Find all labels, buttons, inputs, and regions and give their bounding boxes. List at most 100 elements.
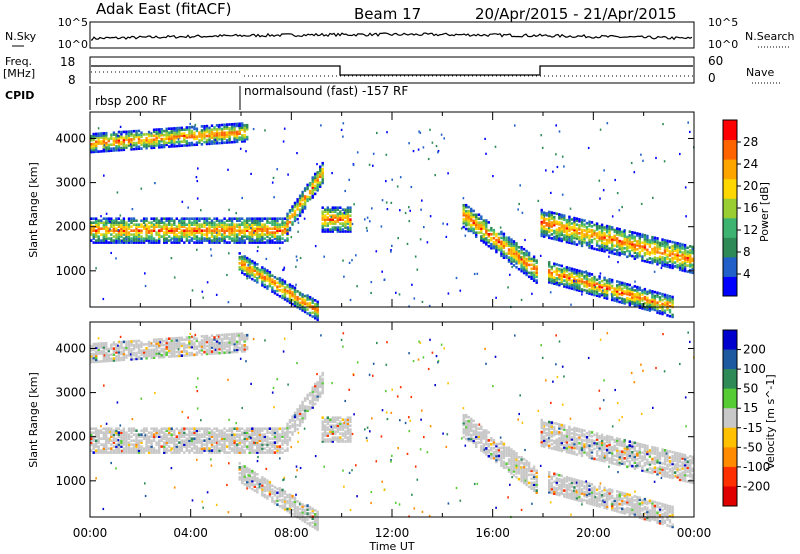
velocity-cell: [253, 443, 256, 446]
velocity-cell: [213, 346, 216, 349]
power-cell: [261, 239, 264, 242]
power-cell: [319, 181, 322, 184]
power-cell: [223, 237, 226, 240]
power-cell: [593, 247, 596, 251]
power-cell: [236, 235, 239, 238]
power-cell: [281, 229, 284, 232]
velocity-cell: [288, 426, 292, 430]
power-cell: [276, 239, 279, 242]
velocity-cell: [213, 427, 216, 430]
power-cell: [208, 237, 211, 240]
power-cell: [208, 223, 211, 226]
power-cell: [127, 144, 131, 147]
velocity-cell: [213, 342, 216, 345]
power-cell: [283, 127, 286, 130]
velocity-cell: [213, 348, 216, 351]
velocity-cell: [223, 439, 226, 442]
power-cell: [256, 229, 259, 232]
power-cell: [472, 213, 475, 217]
power-cell: [159, 131, 161, 134]
beam-label: Beam 17: [354, 5, 421, 23]
power-cell: [585, 275, 589, 279]
power-cell: [686, 254, 689, 257]
velocity-cell: [190, 341, 194, 345]
power-cell: [605, 226, 609, 230]
power-cell: [671, 299, 674, 303]
power-cell: [268, 231, 272, 234]
velocity-cell: [198, 429, 201, 432]
power-cell: [163, 133, 166, 137]
power-cell: [233, 130, 236, 134]
power-cell: [623, 235, 626, 238]
power-cell: [505, 240, 508, 244]
power-cell: [223, 235, 226, 238]
velocity-cell: [198, 433, 201, 436]
power-cell: [575, 286, 579, 290]
power-cell: [238, 229, 241, 232]
power-cell: [132, 141, 136, 145]
power-cell: [563, 283, 566, 286]
power-cell: [603, 296, 606, 300]
power-cell: [246, 125, 249, 129]
power-cell: [414, 255, 417, 258]
power-cell: [160, 128, 163, 131]
power-cell: [293, 298, 297, 301]
velocity-cell: [230, 333, 234, 336]
power-cell: [90, 229, 93, 232]
power-cell: [203, 125, 206, 128]
velocity-cell: [173, 451, 176, 454]
power-cell: [585, 289, 589, 293]
power-cell: [336, 226, 339, 229]
power-cell: [621, 250, 624, 253]
power-cell: [150, 233, 153, 236]
velocity-cell: [115, 447, 118, 450]
power-cell: [230, 221, 234, 224]
power-cell: [92, 132, 95, 136]
velocity-cell: [127, 437, 131, 440]
power-cell: [623, 252, 626, 256]
power-cell: [575, 243, 579, 246]
velocity-cell: [160, 353, 163, 357]
power-cell: [173, 137, 176, 140]
velocity-cell: [306, 409, 309, 413]
power-cell: [563, 230, 566, 233]
velocity-cell: [198, 451, 201, 454]
power-cell: [621, 293, 624, 297]
velocity-cell: [263, 427, 266, 430]
power-cell: [90, 138, 93, 142]
power-cell: [90, 231, 93, 234]
power-cell: [421, 199, 423, 202]
power-cell: [548, 269, 551, 272]
power-cell: [230, 123, 234, 126]
power-cell: [681, 253, 684, 256]
velocity-cell: [213, 441, 216, 444]
power-cell: [293, 300, 297, 303]
power-cell: [472, 209, 475, 213]
power-cell: [311, 190, 314, 193]
velocity-cell: [321, 391, 324, 395]
power-cell: [321, 216, 324, 219]
power-cell: [492, 242, 496, 246]
power-cell: [605, 285, 609, 288]
velocity-cell: [140, 349, 143, 352]
power-cell: [628, 291, 631, 295]
power-cell: [180, 223, 183, 226]
power-cell: [386, 131, 388, 134]
power-cell: [200, 239, 204, 242]
velocity-cell: [278, 439, 282, 442]
power-cell: [595, 288, 599, 291]
velocity-cell: [120, 441, 123, 444]
power-cell: [550, 237, 553, 240]
power-cell: [666, 255, 669, 259]
velocity-cell: [298, 424, 302, 427]
power-cell: [271, 274, 274, 277]
velocity-cell: [110, 431, 113, 434]
power-cell: [580, 218, 584, 222]
power-cell: [512, 254, 516, 257]
power-cell: [140, 223, 143, 226]
power-cell: [135, 233, 138, 236]
power-cell: [236, 223, 239, 226]
velocity-cell: [243, 429, 246, 432]
power-cell: [588, 220, 591, 224]
velocity-cell: [243, 435, 246, 438]
